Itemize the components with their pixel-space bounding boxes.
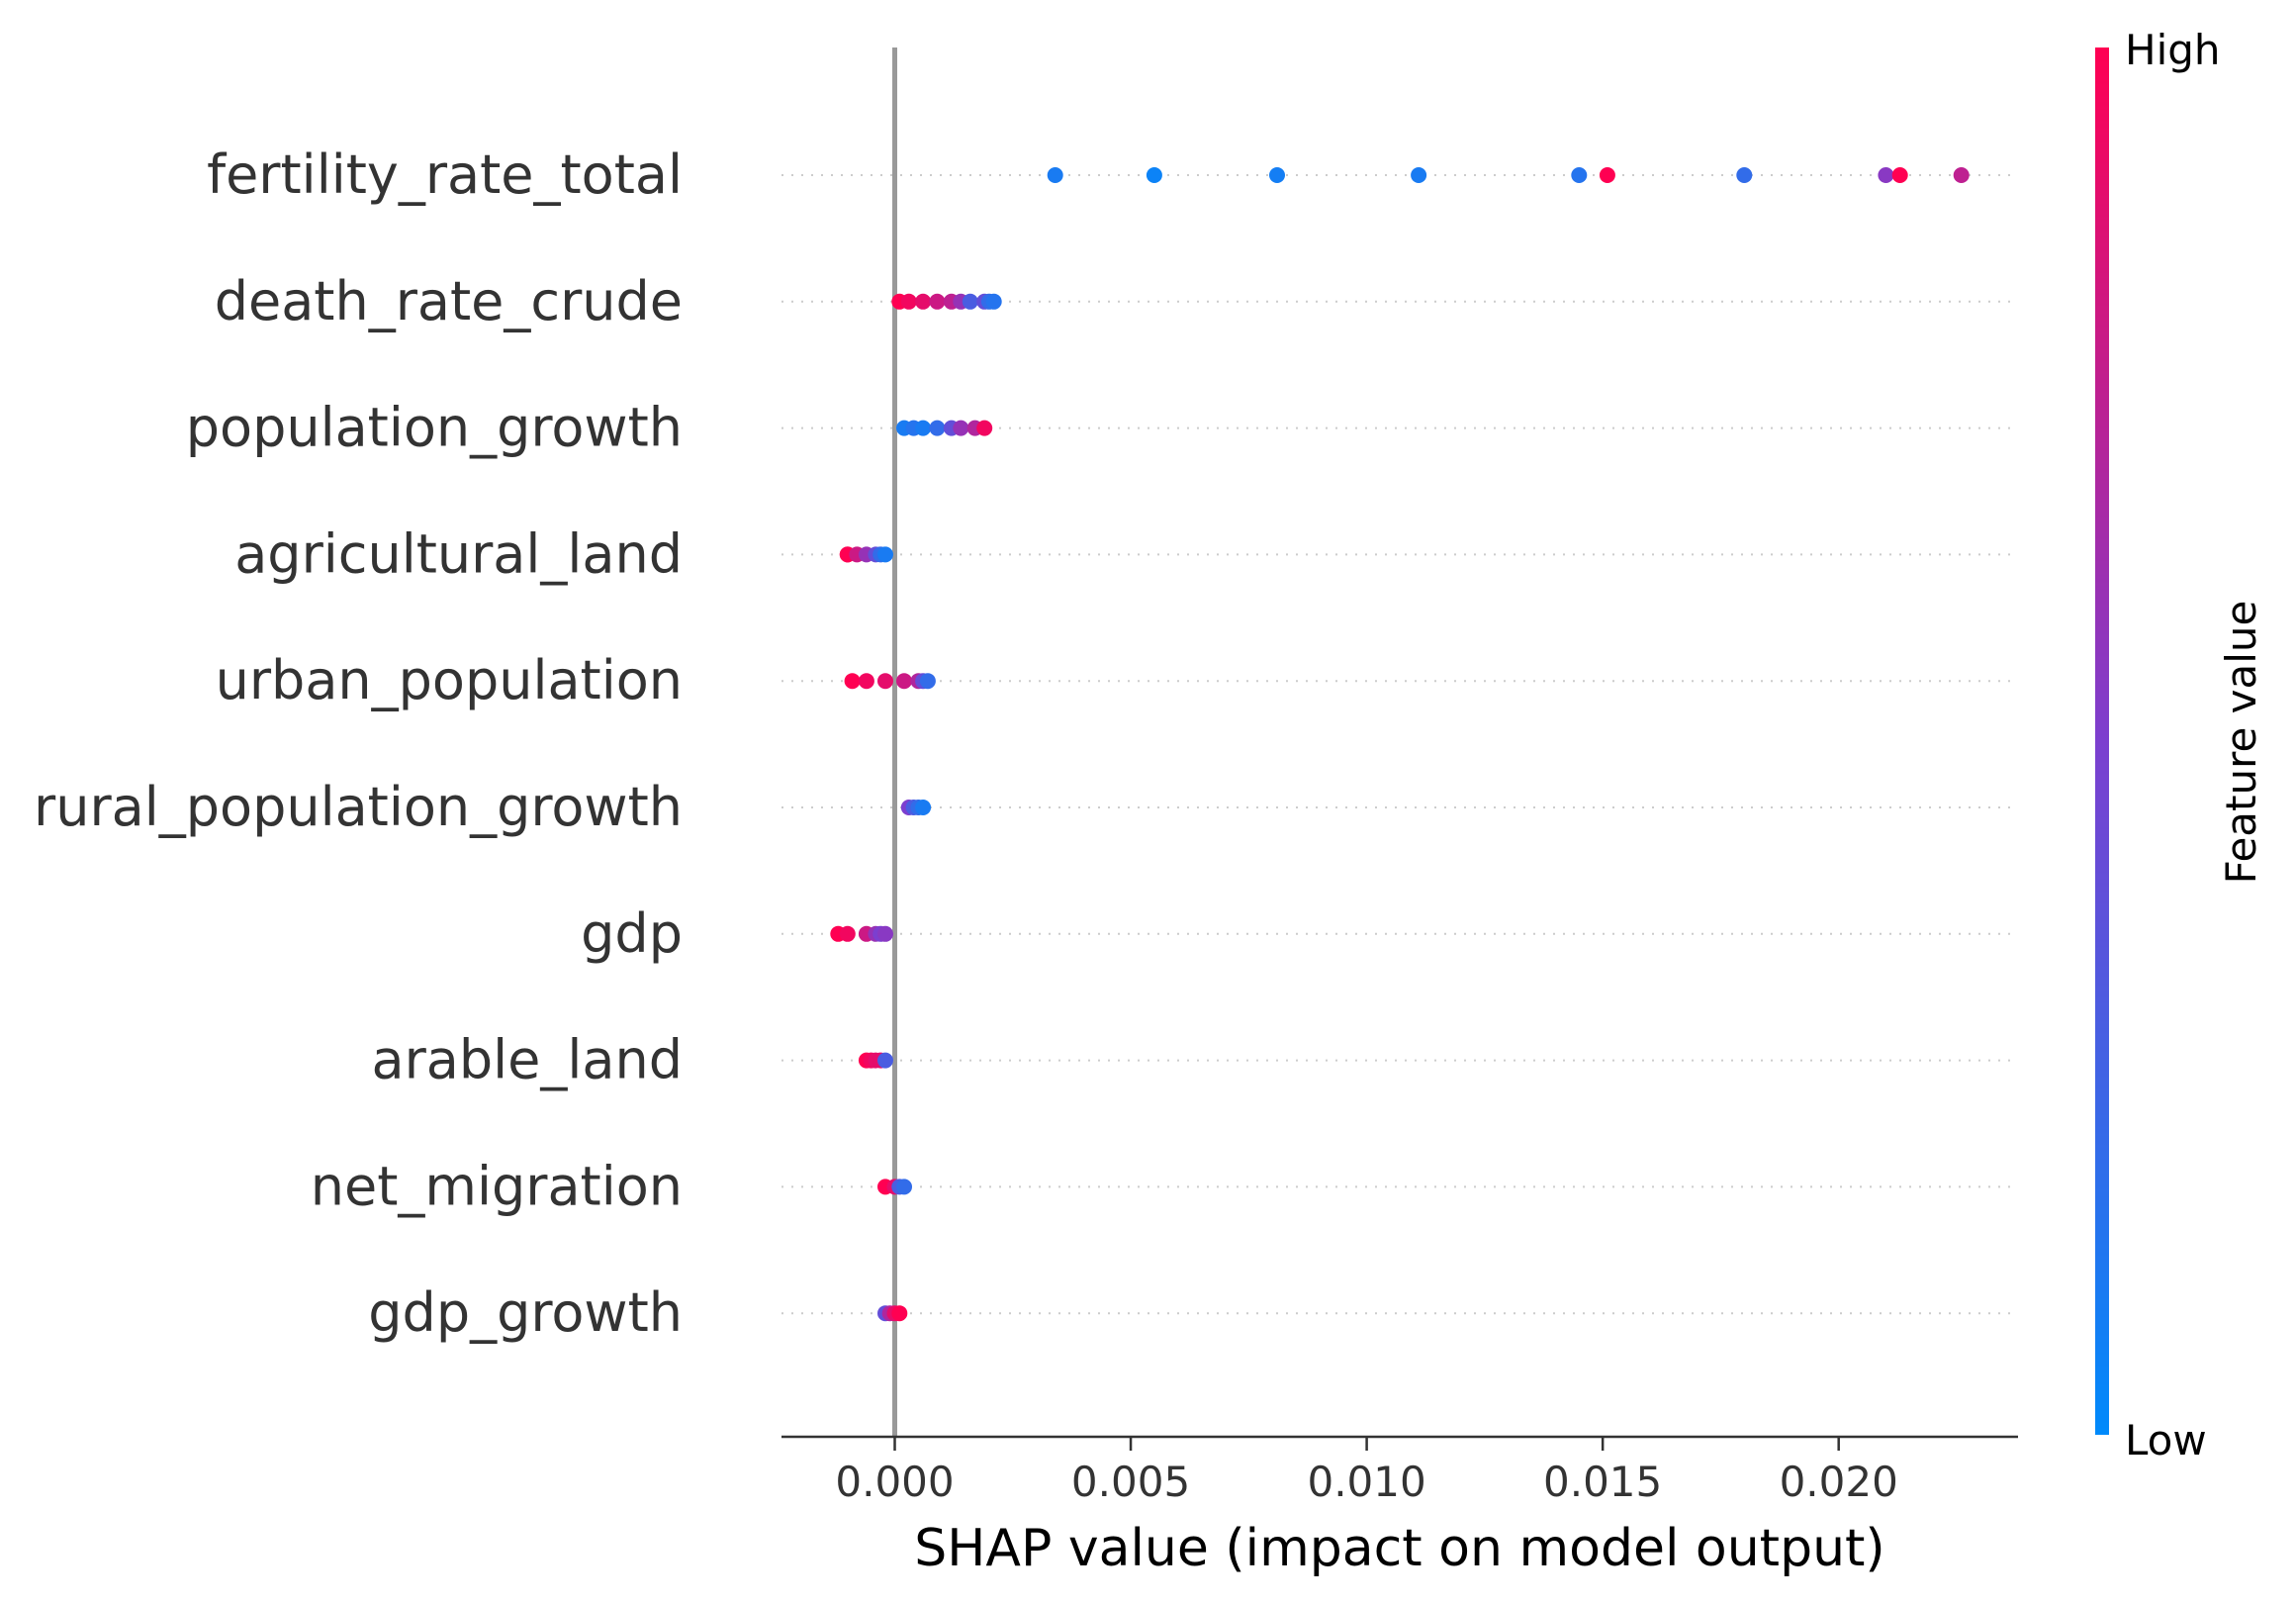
point-fertility_rate_total-2 bbox=[1269, 167, 1285, 183]
colorbar-high-label: High bbox=[2125, 26, 2221, 74]
feature-label-arable_land: arable_land bbox=[372, 1029, 683, 1091]
colorbar bbox=[2095, 47, 2109, 1435]
point-death_rate_crude-6 bbox=[962, 293, 978, 310]
feature-label-urban_population: urban_population bbox=[216, 649, 683, 711]
point-population_growth-7 bbox=[976, 420, 993, 436]
feature-label-rural_population_growth: rural_population_growth bbox=[34, 776, 683, 838]
point-arable_land-4 bbox=[877, 1052, 893, 1069]
feature-label-fertility_rate_total: fertility_rate_total bbox=[207, 143, 683, 206]
x-tick-label-4: 0.020 bbox=[1780, 1458, 1898, 1506]
feature-labels: fertility_rate_total death_rate_crudepopu… bbox=[34, 143, 683, 1344]
feature-label-gdp_growth: gdp_growth bbox=[368, 1281, 683, 1344]
feature-label-population_growth: population_growth bbox=[186, 397, 683, 459]
point-population_growth-2 bbox=[915, 420, 932, 436]
x-tick-label-0: 0.000 bbox=[835, 1458, 954, 1506]
point-urban_population-1 bbox=[858, 673, 874, 690]
x-tick-label-3: 0.015 bbox=[1543, 1458, 1662, 1506]
point-fertility_rate_total-4 bbox=[1571, 167, 1588, 183]
point-fertility_rate_total-3 bbox=[1411, 167, 1427, 183]
feature-label-gdp: gdp bbox=[581, 902, 683, 965]
point-gdp_growth-3 bbox=[891, 1305, 908, 1322]
point-urban_population-2 bbox=[877, 673, 893, 690]
x-ticks: 0.000 0.005 0.010 0.015 0.020 bbox=[835, 1437, 1898, 1506]
point-death_rate_crude-3 bbox=[929, 293, 946, 310]
point-fertility_rate_total-9 bbox=[1953, 167, 1970, 183]
point-gdp-1 bbox=[839, 925, 856, 942]
point-gdp-5 bbox=[877, 925, 893, 942]
point-death_rate_crude-1 bbox=[900, 293, 917, 310]
point-population_growth-5 bbox=[953, 420, 969, 436]
point-net_migration-3 bbox=[896, 1179, 912, 1195]
point-urban_population-0 bbox=[844, 673, 861, 690]
feature-label-net_migration: net_migration bbox=[311, 1155, 683, 1217]
point-rural_population_growth-3 bbox=[915, 800, 932, 815]
point-fertility_rate_total-0 bbox=[1047, 167, 1063, 183]
point-fertility_rate_total-7 bbox=[1878, 167, 1894, 183]
point-fertility_rate_total-8 bbox=[1891, 167, 1908, 183]
point-fertility_rate_total-5 bbox=[1599, 167, 1615, 183]
point-death_rate_crude-9 bbox=[985, 293, 1002, 310]
x-tick-label-1: 0.005 bbox=[1071, 1458, 1190, 1506]
point-fertility_rate_total-1 bbox=[1146, 167, 1162, 183]
feature-label-death_rate_crude: death_rate_crude bbox=[215, 270, 683, 332]
colorbar-title: Feature value bbox=[2217, 601, 2265, 885]
points-layer bbox=[830, 167, 1970, 1322]
point-urban_population-6 bbox=[919, 673, 936, 690]
point-death_rate_crude-2 bbox=[915, 293, 932, 310]
point-population_growth-3 bbox=[929, 420, 946, 436]
x-tick-label-2: 0.010 bbox=[1307, 1458, 1425, 1506]
point-fertility_rate_total-6 bbox=[1736, 167, 1753, 183]
feature-label-agricultural_land: agricultural_land bbox=[234, 522, 683, 585]
point-urban_population-3 bbox=[896, 673, 912, 690]
row-guides bbox=[781, 174, 2018, 1315]
colorbar-low-label: Low bbox=[2125, 1416, 2207, 1464]
point-agricultural_land-6 bbox=[877, 546, 893, 563]
x-axis-title: SHAP value (impact on model output) bbox=[914, 1519, 1884, 1578]
